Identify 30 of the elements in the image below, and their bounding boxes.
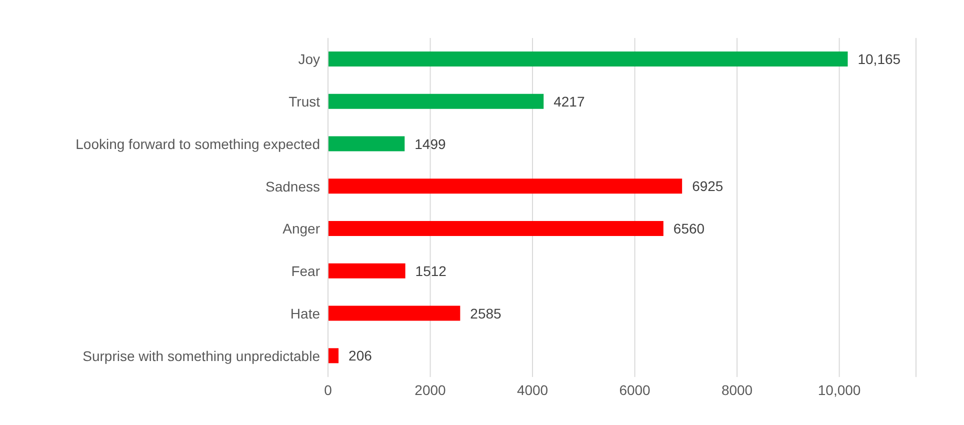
x-tick-label: 6000	[619, 382, 651, 398]
y-tick-label: Hate	[290, 305, 320, 322]
data-label: 206	[348, 348, 372, 364]
y-tick-label: Looking forward to something expected	[76, 136, 320, 152]
bar	[328, 178, 682, 194]
data-label: 6560	[673, 220, 705, 237]
data-label: 6925	[692, 178, 724, 194]
y-tick-label: Joy	[298, 51, 320, 68]
data-label: 1512	[415, 262, 447, 279]
x-tick-label: 2000	[414, 382, 446, 398]
bar	[328, 348, 339, 364]
bar	[328, 52, 848, 67]
y-tick-label: Trust	[288, 94, 320, 110]
data-label: 10,165	[858, 51, 901, 68]
y-tick-label: Sadness	[266, 178, 320, 194]
bar	[328, 263, 406, 278]
bar	[328, 306, 460, 321]
data-label: 2585	[470, 305, 502, 322]
x-tick-label: 10,000	[818, 382, 861, 398]
y-tick-label: Fear	[291, 263, 320, 280]
data-label: 4217	[554, 93, 585, 110]
data-label: 1499	[414, 136, 446, 152]
x-tick-label: 8000	[721, 382, 753, 398]
x-tick-label: 0	[324, 382, 332, 398]
bar	[328, 136, 405, 152]
y-tick-label: Surprise with something unpredictable	[82, 348, 320, 364]
y-tick-label: Anger	[282, 220, 320, 237]
bar	[328, 94, 544, 109]
x-tick-label: 4000	[516, 382, 548, 398]
bar	[328, 221, 664, 236]
